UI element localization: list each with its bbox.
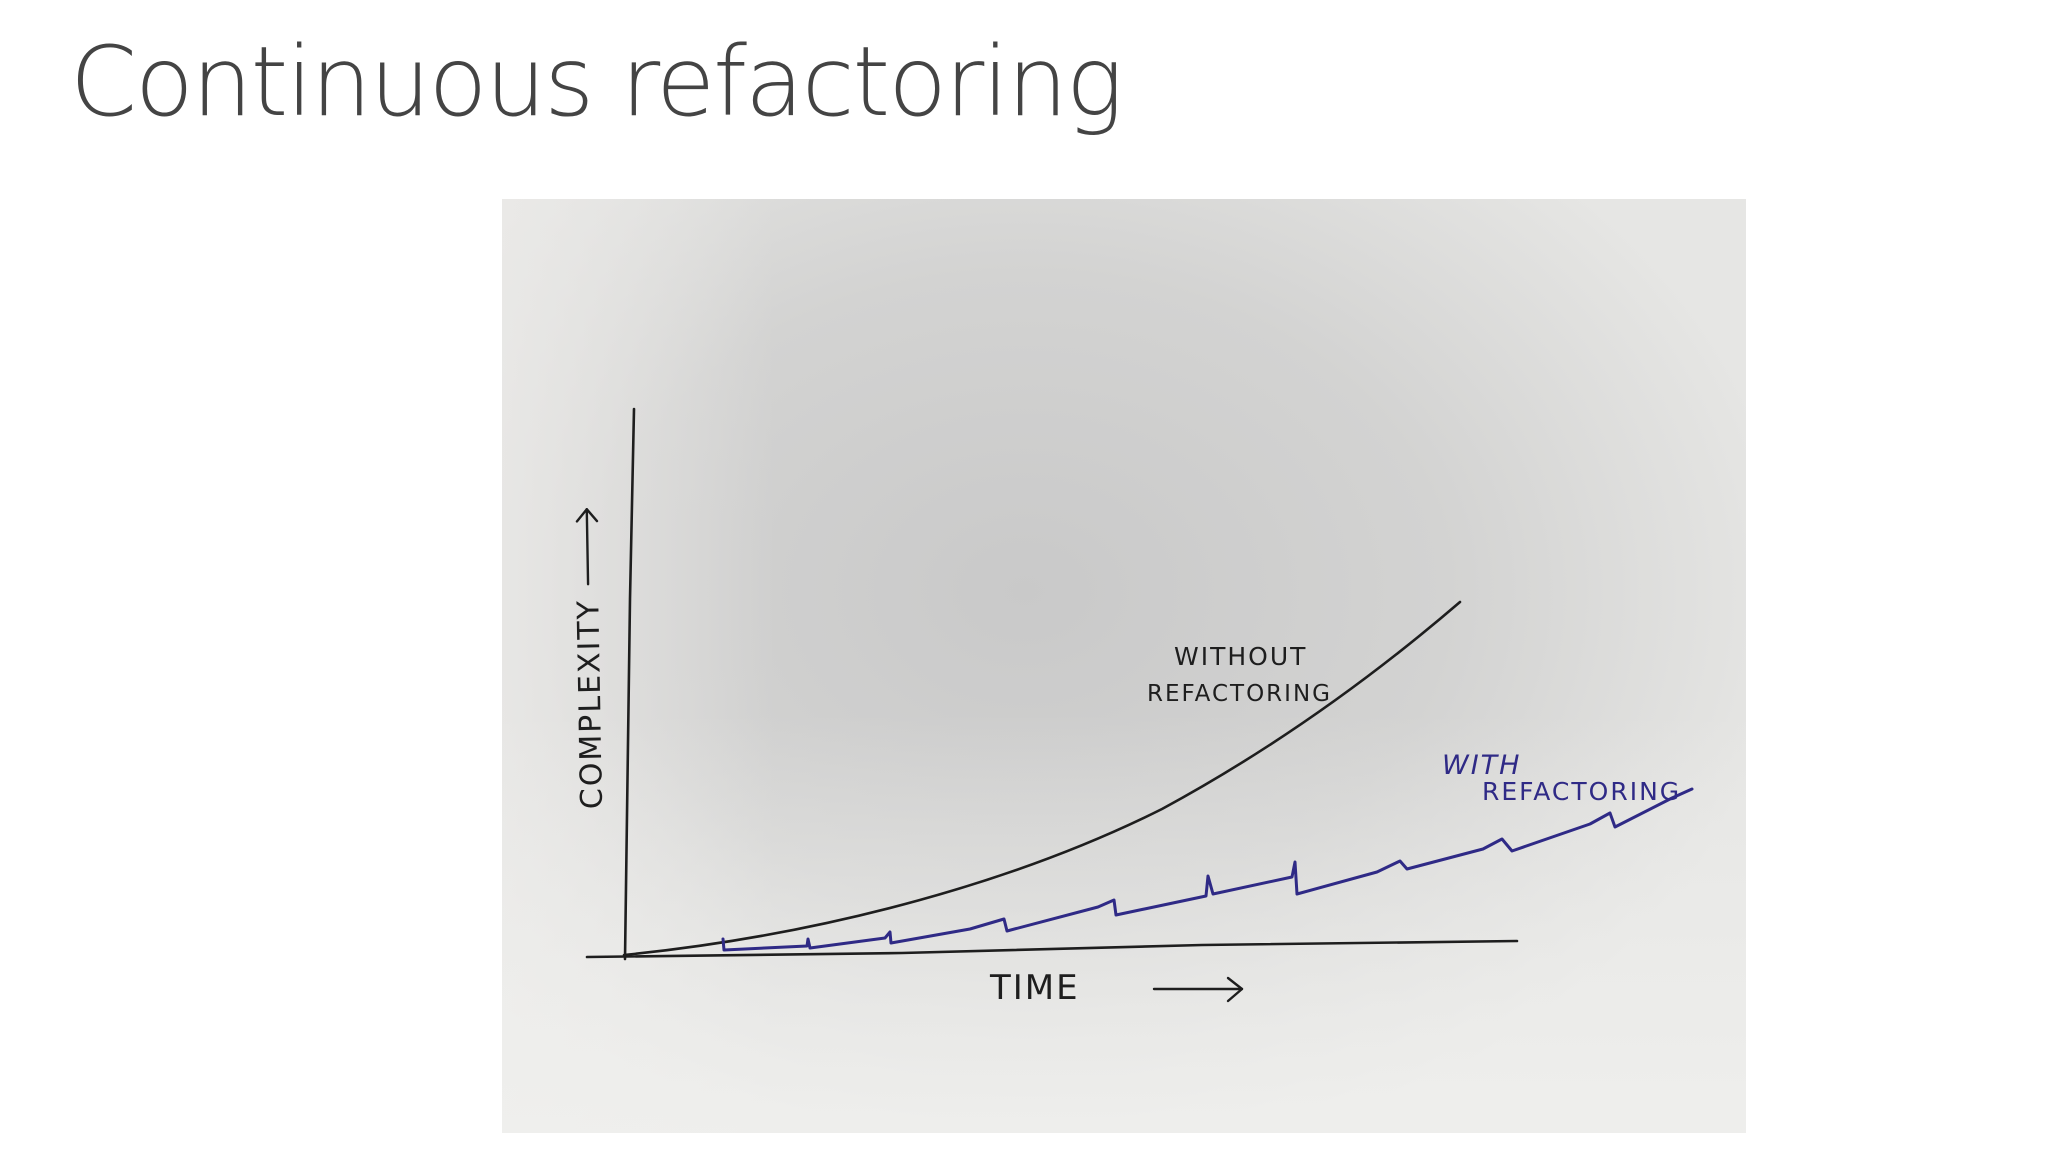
y-axis-line: [623, 407, 636, 961]
x-axis-line: [585, 939, 1519, 959]
slide-title: Continuous refactoring: [70, 26, 1124, 138]
x-axis-arrowhead-icon: [1226, 976, 1244, 1003]
paper-light-bottom: [502, 199, 1746, 1133]
label-with-line2: REFACTORING: [1482, 777, 1681, 806]
sketch-photo: COMPLEXITY TIME WITHOUT REFACTORING WITH…: [502, 199, 1746, 1133]
y-axis-arrowhead-icon: [575, 508, 599, 523]
y-axis-label: COMPLEXITY: [571, 599, 610, 810]
y-axis-label-group: COMPLEXITY: [571, 508, 610, 810]
curve-without-refactoring: [622, 600, 1462, 957]
label-without-line2: REFACTORING: [1147, 681, 1332, 707]
label-with-line1: WITH: [1442, 750, 1521, 781]
sketch-diagram: COMPLEXITY TIME WITHOUT REFACTORING WITH…: [502, 199, 1746, 1133]
label-without-line1: WITHOUT: [1174, 642, 1307, 671]
curve-with-refactoring: [721, 787, 1694, 952]
x-axis-label: TIME: [989, 968, 1080, 1008]
y-axis-arrow-icon: [585, 508, 590, 586]
